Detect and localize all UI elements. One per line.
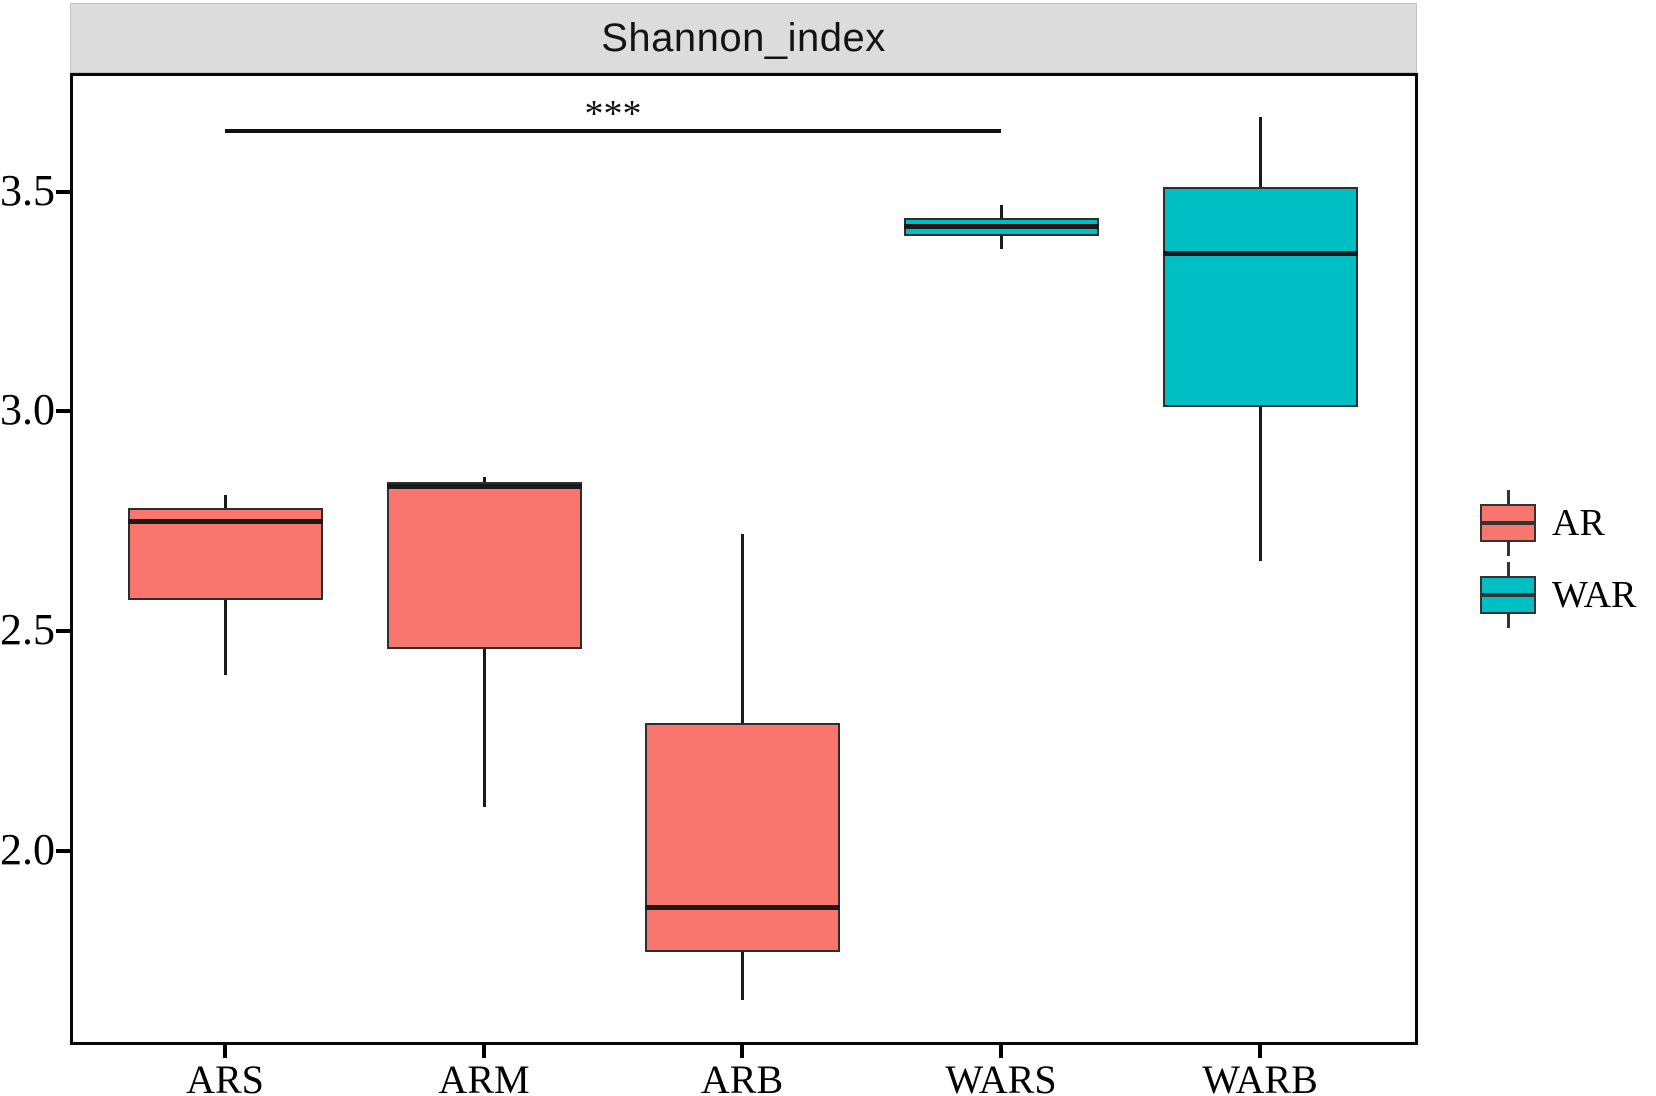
x-tick-label: WARB [1202,1057,1318,1096]
x-tick-label: ARS [186,1057,264,1096]
y-tick-mark [56,409,70,414]
y-tick-mark [56,189,70,194]
legend-entry-ar: AR [1480,490,1636,556]
y-tick-mark [56,848,70,853]
plot-panel [70,73,1418,1045]
y-tick-label: 3.5 [0,165,55,215]
legend-label: WAR [1552,574,1637,616]
boxplot-key-icon [1480,562,1536,628]
x-tick-label: ARM [438,1057,530,1096]
y-tick-mark [56,628,70,633]
x-tick-label: ARB [700,1057,784,1096]
y-tick-label: 2.5 [0,604,55,654]
legend-label: AR [1552,502,1605,544]
facet-strip: Shannon_index [70,3,1417,73]
legend-entry-war: WAR [1480,562,1636,628]
y-tick-label: 2.0 [0,824,55,874]
boxplot-key-icon [1480,490,1536,556]
x-tick-label: WARS [945,1057,1057,1096]
chart-title: Shannon_index [601,15,886,60]
key-median [1480,593,1536,597]
key-median [1480,521,1536,525]
y-tick-label: 3.0 [0,385,55,435]
legend: AR WAR [1480,490,1636,634]
